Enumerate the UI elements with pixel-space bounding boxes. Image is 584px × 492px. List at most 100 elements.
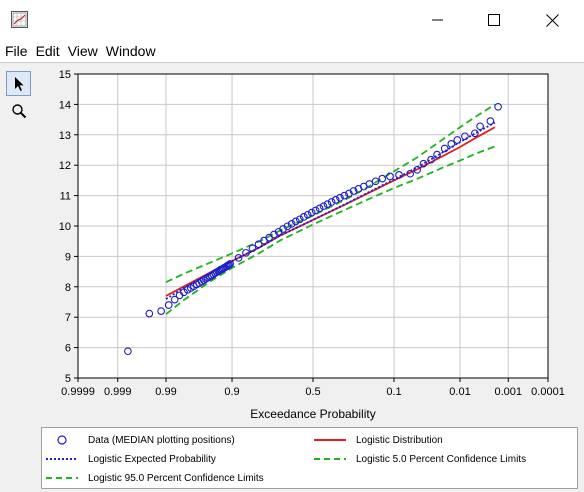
data-point (406, 169, 415, 178)
data-point (336, 193, 344, 202)
data-point (331, 196, 340, 204)
data-point (283, 222, 292, 231)
data-point (170, 295, 179, 304)
data-point (311, 206, 320, 215)
data-point (371, 177, 380, 186)
data-point (124, 347, 132, 356)
data-point (234, 254, 243, 262)
menu-edit[interactable]: Edit (35, 43, 60, 59)
data-point (486, 117, 495, 125)
title-bar (0, 0, 584, 40)
data-point (315, 204, 324, 213)
chart-window-icon[interactable] (11, 11, 28, 28)
legend-marker-circle (57, 435, 67, 445)
data-point (303, 210, 312, 219)
y-tick-label: 14 (59, 99, 71, 111)
y-tick-label: 12 (59, 160, 71, 172)
data-point (225, 261, 233, 269)
close-button[interactable] (526, 0, 578, 40)
data-point (447, 140, 456, 148)
y-tick-label: 9 (65, 251, 71, 263)
data-point (202, 275, 210, 283)
data-point (453, 136, 462, 144)
chart-series (124, 102, 502, 356)
data-point (345, 189, 353, 198)
x-axis-title: Exceedance Probability (250, 407, 375, 421)
maximize-icon (488, 14, 500, 26)
data-point (248, 244, 257, 253)
data-point (319, 202, 328, 211)
data-point (471, 129, 479, 138)
chart-legend: Data (MEDIAN plotting positions) Logisti… (41, 427, 578, 489)
data-point (494, 102, 502, 111)
y-tick-label: 7 (65, 312, 71, 324)
arrow-pointer-icon (14, 76, 23, 91)
legend-line-dashed-green-95 (46, 477, 78, 479)
x-tick-label: 0.0001 (531, 386, 565, 398)
data-point (419, 159, 428, 168)
chart-grid (78, 74, 548, 378)
legend-item-logistic-distribution: Logistic Distribution (312, 431, 443, 449)
data-point (427, 155, 435, 164)
x-tick-label: 0.9 (224, 386, 239, 398)
legend-item-data: Data (MEDIAN plotting positions) (44, 431, 235, 449)
legend-line-dotted-blue (46, 458, 78, 460)
y-tick-label: 11 (60, 191, 71, 203)
data-point (295, 215, 304, 224)
zoom-tool-button[interactable] (6, 98, 31, 123)
data-point (378, 174, 387, 183)
data-point (461, 132, 469, 141)
legend-label-logistic-distribution: Logistic Distribution (356, 434, 443, 446)
minimize-icon (432, 19, 443, 21)
data-point (145, 309, 154, 318)
data-point (307, 208, 316, 217)
legend-item-95-percent-limits: Logistic 95.0 Percent Confidence Limits (44, 469, 264, 487)
data-point (327, 198, 336, 206)
maximize-button[interactable] (468, 0, 520, 40)
y-tick-label: 13 (59, 130, 71, 142)
frequency-chart: 0.9999 0.999 0.99 0.9 0.5 0.1 0.01 0.001 0.0001 … (59, 69, 565, 421)
y-tick-label: 8 (65, 282, 71, 294)
data-point (365, 180, 374, 188)
legend-line-solid-red (314, 439, 346, 441)
data-point (157, 307, 165, 315)
y-tick-label: 10 (59, 221, 71, 233)
data-point (340, 191, 349, 200)
x-axis-ticks: 0.9999 0.999 0.99 0.9 0.5 0.1 0.01 0.001 0.0001 (61, 378, 565, 398)
data-point (323, 200, 332, 208)
data-point (287, 220, 296, 228)
data-point (433, 150, 441, 159)
chart-window-content: 0.9999 0.999 0.99 0.9 0.5 0.1 0.01 0.001 0.0001 … (0, 62, 584, 492)
select-tool-button[interactable] (6, 71, 31, 96)
data-point (413, 165, 422, 174)
menu-view[interactable]: View (67, 43, 98, 59)
x-tick-label: 0.01 (449, 386, 470, 398)
legend-label-95-percent-limits: Logistic 95.0 Percent Confidence Limits (88, 472, 264, 484)
menu-file[interactable]: File (5, 43, 28, 59)
data-point (299, 213, 308, 221)
legend-label-5-percent-limits: Logistic 5.0 Percent Confidence Limits (356, 453, 527, 465)
legend-item-5-percent-limits: Logistic 5.0 Percent Confidence Limits (312, 450, 526, 468)
data-point (395, 171, 403, 179)
menu-window[interactable]: Window (105, 43, 156, 59)
data-point (204, 273, 212, 282)
tool-strip (6, 71, 32, 127)
close-icon (545, 13, 559, 27)
y-tick-label: 5 (65, 373, 71, 385)
data-point (164, 301, 173, 309)
x-tick-label: 0.99 (155, 386, 176, 398)
data-point (476, 122, 484, 131)
legend-item-expected-probability: Logistic Expected Probability (44, 450, 216, 468)
data-point (440, 144, 449, 153)
y-tick-label: 15 (59, 69, 71, 81)
data-point (349, 187, 358, 195)
x-tick-label: 0.999 (104, 386, 132, 398)
legend-label-expected-probability: Logistic Expected Probability (88, 453, 216, 465)
x-tick-label: 0.1 (386, 386, 401, 398)
legend-line-dashed-green-5 (314, 458, 346, 460)
series-line-3 (165, 145, 496, 315)
zoom-magnifier-icon (11, 103, 26, 118)
minimize-button[interactable] (412, 0, 464, 40)
data-point (226, 260, 234, 268)
data-point (386, 172, 394, 181)
